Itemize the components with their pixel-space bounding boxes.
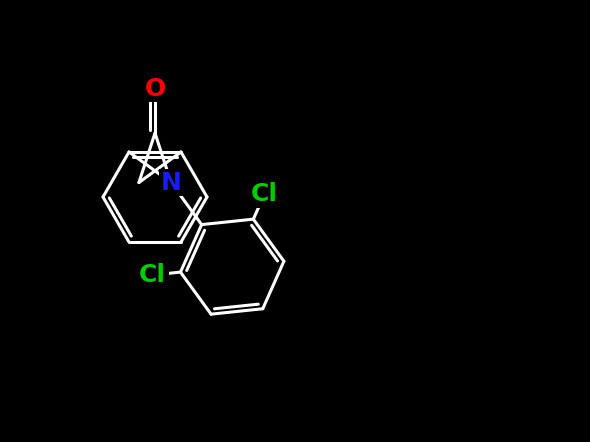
Text: N: N [160, 171, 182, 194]
Text: Cl: Cl [139, 263, 166, 287]
Text: Cl: Cl [251, 182, 278, 206]
Text: O: O [145, 77, 166, 101]
